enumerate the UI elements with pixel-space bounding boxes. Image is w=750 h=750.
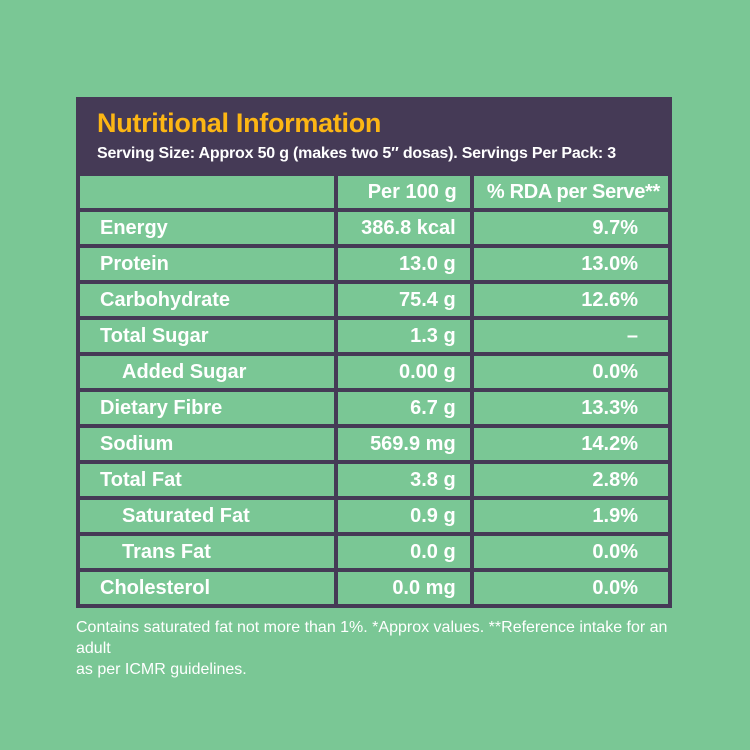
nutrient-rda: 2.8% <box>469 460 673 500</box>
footnote-text: Contains saturated fat not more than 1%.… <box>76 617 672 680</box>
nutrient-name: Trans Fat <box>76 532 338 572</box>
table-row: Trans Fat 0.0 g 0.0% <box>76 532 673 572</box>
table-row: Saturated Fat 0.9 g 1.9% <box>76 496 673 536</box>
nutrient-rda: 0.0% <box>469 532 673 572</box>
nutrition-label-card: Nutritional Information Serving Size: Ap… <box>76 97 673 680</box>
nutrient-per100g: 1.3 g <box>333 316 474 356</box>
nutrient-rda: 0.0% <box>469 352 673 392</box>
label-header: Nutritional Information Serving Size: Ap… <box>76 97 672 172</box>
nutrient-name: Total Fat <box>76 460 338 500</box>
nutrient-per100g: 0.9 g <box>333 496 474 536</box>
nutrient-per100g: 13.0 g <box>333 244 474 284</box>
footnote-line-1: Contains saturated fat not more than 1%.… <box>76 619 668 657</box>
nutrient-per100g: 75.4 g <box>333 280 474 320</box>
nutrient-per100g: 6.7 g <box>333 388 474 428</box>
table-row: Carbohydrate 75.4 g 12.6% <box>76 280 673 320</box>
nutrition-table: Per 100 g % RDA per Serve** Energy 386.8… <box>76 172 673 608</box>
nutrient-per100g: 386.8 kcal <box>333 208 474 248</box>
nutrient-rda: 14.2% <box>469 424 673 464</box>
nutrient-per100g: 0.00 g <box>333 352 474 392</box>
table-row: Sodium 569.9 mg 14.2% <box>76 424 673 464</box>
table-row: Added Sugar 0.00 g 0.0% <box>76 352 673 392</box>
nutrient-name: Total Sugar <box>76 316 338 356</box>
nutrient-name: Dietary Fibre <box>76 388 338 428</box>
nutrient-per100g: 0.0 mg <box>333 568 474 608</box>
nutrient-rda: 12.6% <box>469 280 673 320</box>
table-row: Cholesterol 0.0 mg 0.0% <box>76 568 673 608</box>
page-title: Nutritional Information <box>97 108 382 138</box>
serving-size-text: Serving Size: Approx 50 g (makes two 5″ … <box>97 145 617 162</box>
nutrient-rda: 1.9% <box>469 496 673 536</box>
nutrient-rda: – <box>469 316 673 356</box>
nutrient-name: Added Sugar <box>76 352 338 392</box>
nutrient-name: Sodium <box>76 424 338 464</box>
nutrient-rda: 13.0% <box>469 244 673 284</box>
table-row: Energy 386.8 kcal 9.7% <box>76 208 673 248</box>
col-header-per100g: Per 100 g <box>333 172 474 212</box>
nutrient-name: Energy <box>76 208 338 248</box>
col-header-rda: % RDA per Serve** <box>469 172 673 212</box>
table-row: Total Fat 3.8 g 2.8% <box>76 460 673 500</box>
nutrient-name: Saturated Fat <box>76 496 338 536</box>
table-row: Dietary Fibre 6.7 g 13.3% <box>76 388 673 428</box>
nutrient-rda: 0.0% <box>469 568 673 608</box>
nutrient-name: Cholesterol <box>76 568 338 608</box>
nutrient-per100g: 0.0 g <box>333 532 474 572</box>
table-row: Total Sugar 1.3 g – <box>76 316 673 356</box>
nutrient-name: Carbohydrate <box>76 280 338 320</box>
table-header-row: Per 100 g % RDA per Serve** <box>76 172 673 212</box>
table-row: Protein 13.0 g 13.0% <box>76 244 673 284</box>
footnote-line-2: as per ICMR guidelines. <box>76 661 247 678</box>
nutrient-rda: 13.3% <box>469 388 673 428</box>
nutrient-per100g: 3.8 g <box>333 460 474 500</box>
nutrient-rda: 9.7% <box>469 208 673 248</box>
nutrient-per100g: 569.9 mg <box>333 424 474 464</box>
nutrient-name: Protein <box>76 244 338 284</box>
col-header-blank <box>76 172 338 212</box>
